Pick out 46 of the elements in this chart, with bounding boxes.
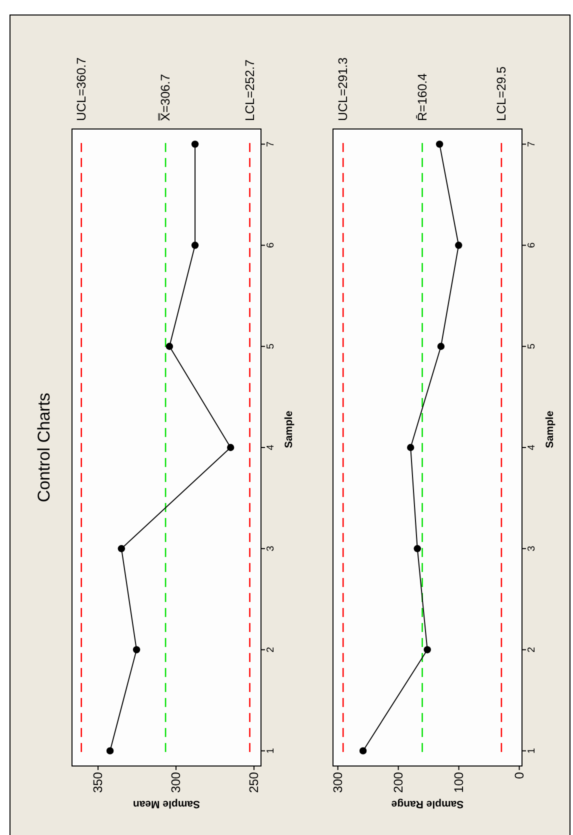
point <box>132 646 140 654</box>
y-tick-label: 1 <box>526 748 538 754</box>
x-tick-label: 300 <box>330 772 345 793</box>
y-tick-label: 3 <box>266 545 276 552</box>
text: Control Charts <box>34 392 54 502</box>
x-tick-label: 300 <box>169 772 184 793</box>
y-tick-label: 7 <box>266 140 276 147</box>
y-tick-label: 4 <box>526 444 538 450</box>
y-tick-label: 3 <box>526 545 538 552</box>
x-tick-label: 200 <box>391 772 406 793</box>
point <box>414 545 421 552</box>
point <box>424 646 431 654</box>
point <box>455 242 462 249</box>
point <box>436 140 444 148</box>
x-tick-label: 350 <box>91 772 106 793</box>
ref-line-label: X̿=306.7 <box>158 74 173 121</box>
y-axis-title: Sample <box>544 410 556 448</box>
y-tick-label: 2 <box>266 646 276 653</box>
y-tick-label: 1 <box>266 748 276 754</box>
x-axis-title: Sample Mean <box>132 798 200 810</box>
ref-line-label: R̄=160.4 <box>415 73 430 121</box>
ref-line-label: LCL=252.7 <box>242 59 257 121</box>
y-tick-label: 2 <box>526 646 538 653</box>
point <box>191 242 199 249</box>
y-axis-title: Sample <box>283 410 295 448</box>
point <box>406 444 414 452</box>
y-tick-label: 6 <box>526 242 538 248</box>
point <box>226 444 234 452</box>
x-tick-label: 100 <box>452 772 466 793</box>
x-tick-label: 250 <box>246 772 261 793</box>
point <box>166 342 174 350</box>
x-axis-title: Sample Range <box>391 798 464 810</box>
point <box>359 747 367 754</box>
ref-line-label: LCL=29.5 <box>494 66 508 121</box>
y-tick-label: 5 <box>526 343 538 350</box>
point <box>437 342 445 350</box>
point <box>191 140 199 148</box>
y-tick-label: 6 <box>266 242 276 248</box>
point <box>118 545 126 552</box>
y-tick-label: 5 <box>266 343 276 350</box>
y-tick-label: 4 <box>266 444 276 450</box>
ref-line-label: UCL=360.7 <box>74 57 88 121</box>
x-tick-label: 0 <box>512 772 526 779</box>
point <box>106 747 114 754</box>
y-tick-label: 7 <box>526 140 538 147</box>
ref-line-label: UCL=291.3 <box>336 57 350 121</box>
